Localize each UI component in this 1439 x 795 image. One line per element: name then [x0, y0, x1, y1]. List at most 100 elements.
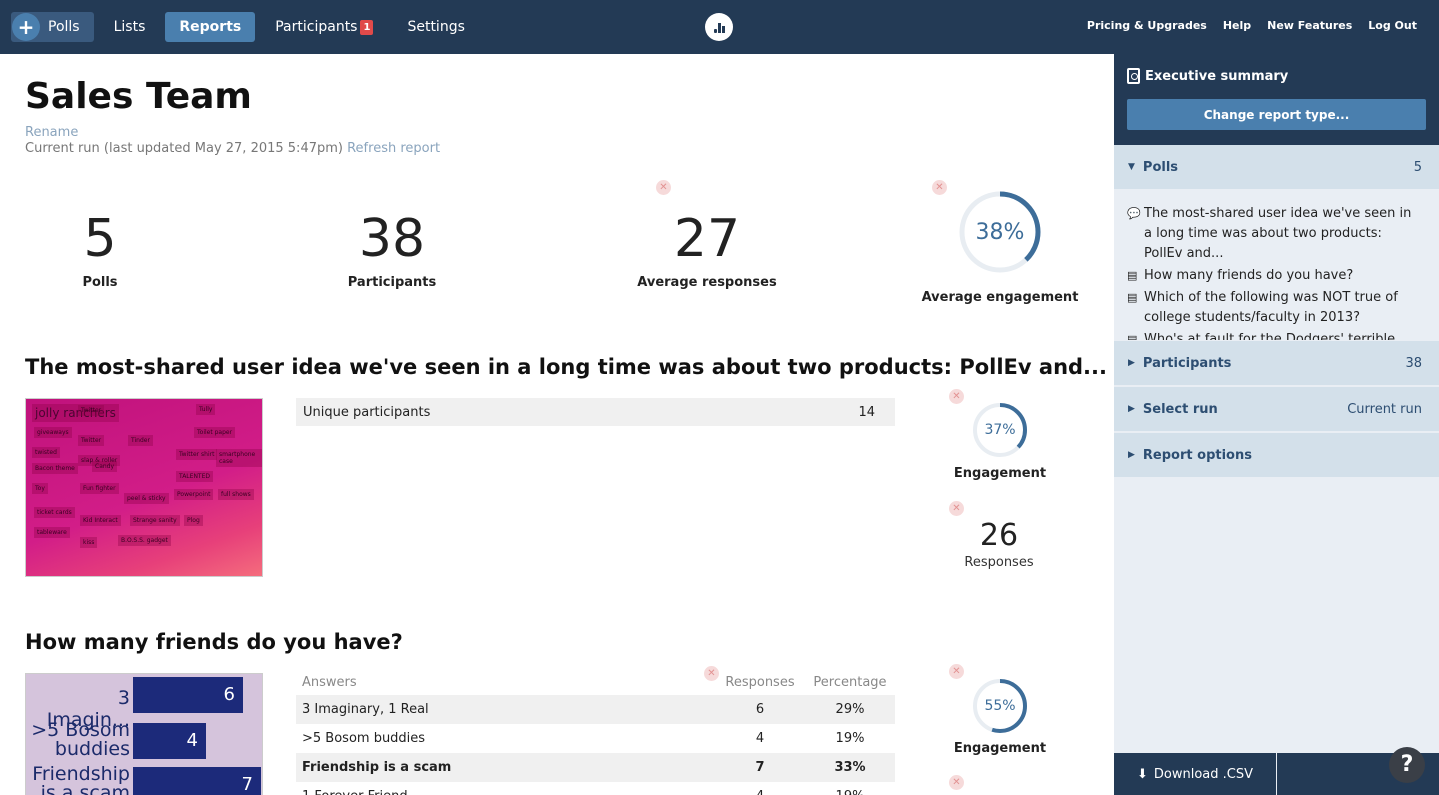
word-cloud-word: kiss: [80, 537, 98, 548]
list-icon: ▤: [1127, 333, 1138, 340]
stat-participants-label: Participants: [347, 275, 437, 290]
bar: 6: [133, 677, 243, 713]
help-icon[interactable]: ?: [1389, 747, 1425, 783]
caret-right-icon: ▶: [1128, 404, 1135, 414]
word-cloud-word: Twitter shirt: [176, 449, 218, 460]
poll-responses-label: Responses: [964, 555, 1034, 570]
nav-reports[interactable]: Reports: [165, 12, 256, 42]
polleverywhere-logo-icon[interactable]: [705, 13, 733, 41]
poll-title[interactable]: The most-shared user idea we've seen in …: [25, 355, 1107, 379]
responses-cell: 6: [715, 695, 805, 724]
report-options-label: Report options: [1142, 447, 1252, 463]
remove-stat-icon[interactable]: ✕: [656, 180, 671, 195]
poll-engagement-ring: 37%: [972, 402, 1028, 458]
column-header: Percentage: [813, 674, 887, 690]
remove-stat-icon[interactable]: ✕: [932, 180, 947, 195]
poll-list-item[interactable]: ▤ Who's at fault for the Dodgers' terrib…: [1127, 330, 1419, 340]
remove-metric-icon[interactable]: ✕: [949, 389, 964, 404]
responses-cell: 4: [755, 731, 765, 746]
poll-list-item[interactable]: ▤ Which of the following was NOT true of…: [1127, 288, 1419, 328]
executive-summary-panel: Executive summary Change report type...: [1114, 54, 1439, 145]
remove-metric-icon[interactable]: ✕: [949, 501, 964, 516]
plus-icon[interactable]: +: [12, 13, 40, 41]
stat-average-responses: 27 Average responses: [627, 209, 787, 290]
stat-participants-value: 38: [358, 209, 426, 269]
poll-engagement-label: Engagement: [953, 741, 1047, 756]
report-options-accordion[interactable]: ▶ Report options: [1114, 433, 1439, 478]
nav-new-features[interactable]: New Features: [1267, 19, 1353, 32]
poll-title[interactable]: How many friends do you have?: [25, 630, 403, 654]
word-cloud-word: Powerpoint: [174, 489, 214, 500]
table-header-row: Answers Responses Percentage: [296, 669, 895, 695]
executive-summary-label: Executive summary: [1145, 68, 1289, 84]
change-report-type-button[interactable]: Change report type...: [1127, 99, 1426, 130]
bar-chart-thumbnail[interactable]: 3 Imagin... 6 >5 Bosom buddies 4 Friends…: [25, 673, 263, 795]
remove-metric-icon[interactable]: ✕: [949, 664, 964, 679]
percentage-cell: 19%: [805, 782, 895, 795]
bar-label: >5 Bosom buddies: [31, 719, 130, 760]
word-cloud-word: Kid Interact: [80, 515, 121, 526]
nav-polls[interactable]: + Polls: [11, 12, 94, 42]
nav-settings[interactable]: Settings: [407, 19, 465, 35]
word-cloud-word: twisted: [32, 447, 60, 458]
word-cloud-word: Fun fighter: [80, 483, 119, 494]
poll-list-item-text: Which of the following was NOT true of c…: [1144, 290, 1398, 325]
list-icon: ▤: [1127, 269, 1138, 282]
table-row: 3 Imaginary, 1 Real 6 29%: [296, 695, 895, 724]
poll-list-item[interactable]: ▤ How many friends do you have?: [1127, 266, 1419, 286]
select-run-accordion[interactable]: ▶ Select run Current run: [1114, 387, 1439, 432]
poll-engagement-label: Engagement: [953, 466, 1047, 481]
refresh-report-link[interactable]: Refresh report: [347, 141, 441, 156]
percentage-cell: 29%: [805, 695, 895, 724]
poll-list-item[interactable]: 💬 The most-shared user idea we've seen i…: [1127, 204, 1419, 264]
rename-link[interactable]: Rename: [25, 125, 79, 140]
remove-metric-icon[interactable]: ✕: [949, 775, 964, 790]
answer-cell: >5 Bosom buddies: [302, 731, 426, 746]
unique-participants-label: Unique participants: [303, 404, 431, 420]
ring-chart: [973, 403, 1027, 457]
word-cloud-word: Candy: [92, 461, 118, 472]
account-nav: Pricing & Upgrades Help New Features Log…: [1071, 19, 1417, 32]
nav-participants[interactable]: Participants 1: [261, 12, 387, 42]
unique-participants-row: Unique participants 14: [296, 398, 895, 426]
polls-count: 5: [1413, 159, 1422, 175]
nav-log-out[interactable]: Log Out: [1368, 19, 1417, 32]
remove-metric-icon[interactable]: ✕: [704, 666, 719, 681]
word-cloud-word: peel & sticky: [124, 493, 169, 504]
nav-lists[interactable]: Lists: [113, 19, 146, 35]
average-engagement-ring: 38%: [958, 190, 1042, 274]
list-icon: ▤: [1127, 291, 1138, 304]
word-cloud-word: Tully: [196, 404, 216, 415]
answers-table: Answers Responses Percentage 3 Imaginary…: [296, 669, 895, 795]
word-cloud-thumbnail[interactable]: jolly ranchers Twitter Tully giveaways Twitt…: [25, 398, 263, 577]
stat-average-engagement: Average engagement: [915, 263, 1085, 305]
download-icon: ⬇: [1136, 766, 1148, 782]
download-csv-label: Download .CSV: [1153, 766, 1253, 782]
word-cloud-word: ticket cards: [34, 507, 75, 518]
comment-icon: 💬: [1127, 207, 1141, 220]
stat-average-responses-value: 27: [673, 209, 741, 269]
nav-pricing[interactable]: Pricing & Upgrades: [1086, 19, 1207, 32]
bar-label: Friendship is a scam: [32, 763, 130, 795]
word-cloud-word: tableware: [34, 527, 70, 538]
polls-accordion[interactable]: ▼ Polls 5: [1114, 145, 1439, 190]
unique-participants-value: 14: [858, 404, 875, 420]
participants-accordion[interactable]: ▶ Participants 38: [1114, 341, 1439, 386]
responses-cell: 4: [715, 782, 805, 795]
bar-chart: 3 Imagin... 6 >5 Bosom buddies 4 Friends…: [26, 674, 262, 795]
nav-help[interactable]: Help: [1222, 19, 1252, 32]
word-cloud-word: Toilet paper: [194, 427, 236, 438]
select-run-value: Current run: [1347, 401, 1422, 417]
report-sidebar: Executive summary Change report type... …: [1114, 54, 1439, 795]
participants-accordion-label: Participants: [1142, 355, 1232, 371]
polls-accordion-label: Polls: [1142, 159, 1179, 175]
bar: 4: [133, 723, 206, 759]
run-status-text: Current run (last updated May 27, 2015 5…: [25, 141, 343, 156]
word-cloud-word: Strange sanity: [130, 515, 180, 526]
download-csv-button[interactable]: ⬇ Download .CSV: [1114, 753, 1276, 795]
column-header: Answers: [302, 674, 357, 690]
responses-cell: 7: [715, 753, 805, 782]
average-engagement-value: 38%: [975, 219, 1025, 245]
poll-list-item-text: Who's at fault for the Dodgers' terrible: [1144, 332, 1396, 340]
word-cloud-word: B.O.S.S. gadget: [118, 535, 171, 546]
